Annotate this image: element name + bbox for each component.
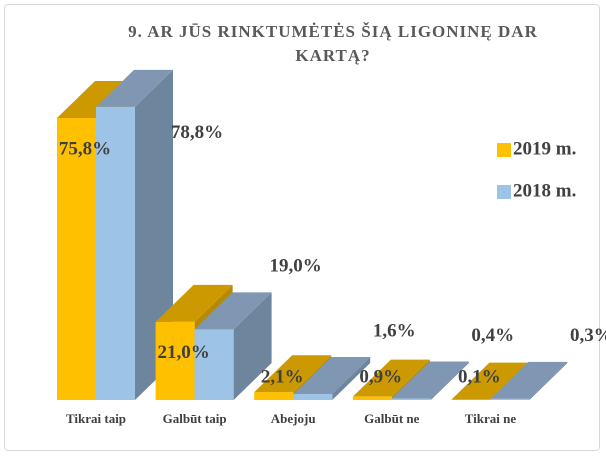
bar: [391, 398, 431, 400]
bar: [490, 398, 530, 400]
legend-label: 2018 m.: [513, 180, 576, 201]
bar-top: [391, 361, 469, 399]
data-label: 0,4%: [471, 325, 514, 346]
bar: [352, 396, 392, 400]
bar-top: [293, 357, 371, 395]
bar-top: [194, 292, 272, 330]
x-tick-label: Galbūt taip: [163, 411, 227, 426]
bar: [254, 392, 294, 400]
chart-title: 9. AR JŪS RINKTUMĖTĖS ŠIĄ LIGONINĘ DAR K…: [128, 22, 538, 65]
data-label: 21,0%: [157, 342, 209, 363]
bar: [194, 329, 234, 400]
x-tick-label: Galbūt ne: [364, 411, 419, 426]
bar: [293, 394, 333, 400]
data-label: 19,0%: [269, 256, 321, 277]
bar-top: [451, 362, 529, 400]
bar-side: [529, 361, 568, 400]
data-label: 0,1%: [458, 366, 501, 387]
legend-label: 2019 m.: [513, 138, 576, 159]
chart-border: [4, 4, 600, 451]
x-tick-label: Abejoju: [271, 411, 316, 426]
x-tick-label: Tikrai ne: [465, 411, 517, 426]
legend-swatch: [497, 185, 511, 199]
bar: [96, 106, 135, 400]
bar-side: [233, 292, 272, 400]
legend-swatch: [497, 143, 511, 157]
data-label: 78,8%: [171, 122, 223, 143]
bar-side: [430, 361, 469, 400]
bar-top: [96, 69, 173, 107]
bar-top: [490, 361, 568, 399]
bar: [155, 321, 195, 400]
data-label: 0,3%: [570, 325, 606, 346]
bar-top: [352, 359, 430, 397]
data-label: 75,8%: [59, 138, 111, 159]
data-label: 0,9%: [359, 366, 402, 387]
bar-side: [332, 357, 371, 400]
bar-top: [155, 284, 233, 322]
bar: [57, 118, 96, 401]
data-label: 1,6%: [373, 320, 416, 341]
bar-top: [254, 355, 332, 393]
x-tick-label: Tikrai taip: [66, 411, 126, 426]
data-label: 2,1%: [261, 366, 304, 387]
